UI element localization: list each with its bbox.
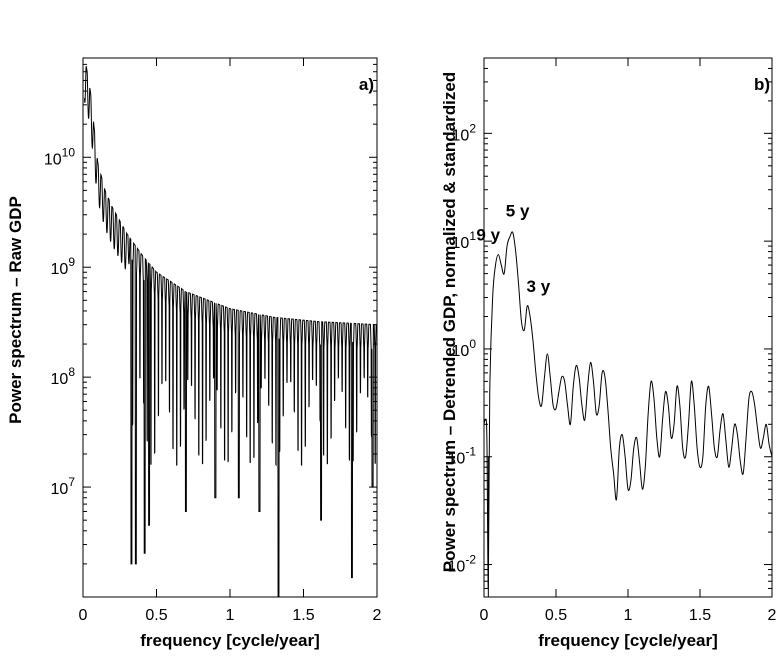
x-tick-label: 1.5 (689, 607, 711, 624)
y-axis-title-a: Power spectrum – Raw GDP (6, 196, 25, 424)
y-axis-title-b: Power spectrum – Detrended GDP, normaliz… (440, 72, 459, 572)
x-tick-label: 0.5 (545, 607, 567, 624)
plot-frame-b (483, 57, 773, 598)
spectrum-line-a (83, 66, 377, 598)
annotations-b: 9 y 5 y 3 y (476, 202, 550, 296)
y-ticks-b: 10-2 10-1 100 101 102 (448, 57, 772, 598)
y-tick-label: 10-2 (448, 553, 477, 576)
panel-label-b: b) (754, 75, 770, 94)
x-tick-label: 1 (226, 607, 235, 624)
x-tick-label: 1 (624, 607, 633, 624)
x-tick-label: 1.5 (292, 607, 314, 624)
x-ticks-b: 0 0.5 1 1.5 2 (480, 58, 777, 624)
spectrum-line-b (483, 231, 773, 589)
y-tick-label: 102 (452, 121, 477, 144)
panel-b: 10-2 10-1 100 101 102 0 0.5 1 1.5 2 9 y 5 y 3 y b)… (440, 57, 777, 650)
y-tick-label: 109 (51, 255, 76, 278)
y-tick-label: 108 (51, 365, 76, 388)
plot-frame-a (82, 57, 378, 598)
series-b (483, 231, 773, 597)
panel-a: 107 108 109 1010 0 0.5 1 1.5 2 a) frequency [cy… (6, 57, 382, 650)
y-tick-label: 1010 (44, 145, 75, 168)
peak-annotation: 3 y (527, 277, 551, 296)
x-axis-title-b: frequency [cycle/year] (538, 631, 718, 650)
series-a (83, 66, 377, 598)
y-tick-label: 101 (452, 229, 477, 252)
x-tick-label: 2 (373, 607, 382, 624)
peak-annotation: 5 y (506, 202, 530, 221)
panel-label-a: a) (359, 75, 374, 94)
x-tick-label: 0 (480, 607, 489, 624)
y-tick-label: 107 (51, 475, 76, 498)
x-tick-label: 0.5 (145, 607, 167, 624)
x-tick-label: 2 (768, 607, 777, 624)
y-ticks-a: 107 108 109 1010 (44, 57, 377, 565)
y-tick-label: 10-1 (448, 445, 477, 468)
x-ticks-a: 0 0.5 1 1.5 2 (79, 58, 382, 624)
y-tick-label: 100 (452, 337, 477, 360)
x-tick-label: 0 (79, 607, 88, 624)
x-axis-title-a: frequency [cycle/year] (140, 631, 320, 650)
peak-annotation: 9 y (476, 226, 500, 245)
